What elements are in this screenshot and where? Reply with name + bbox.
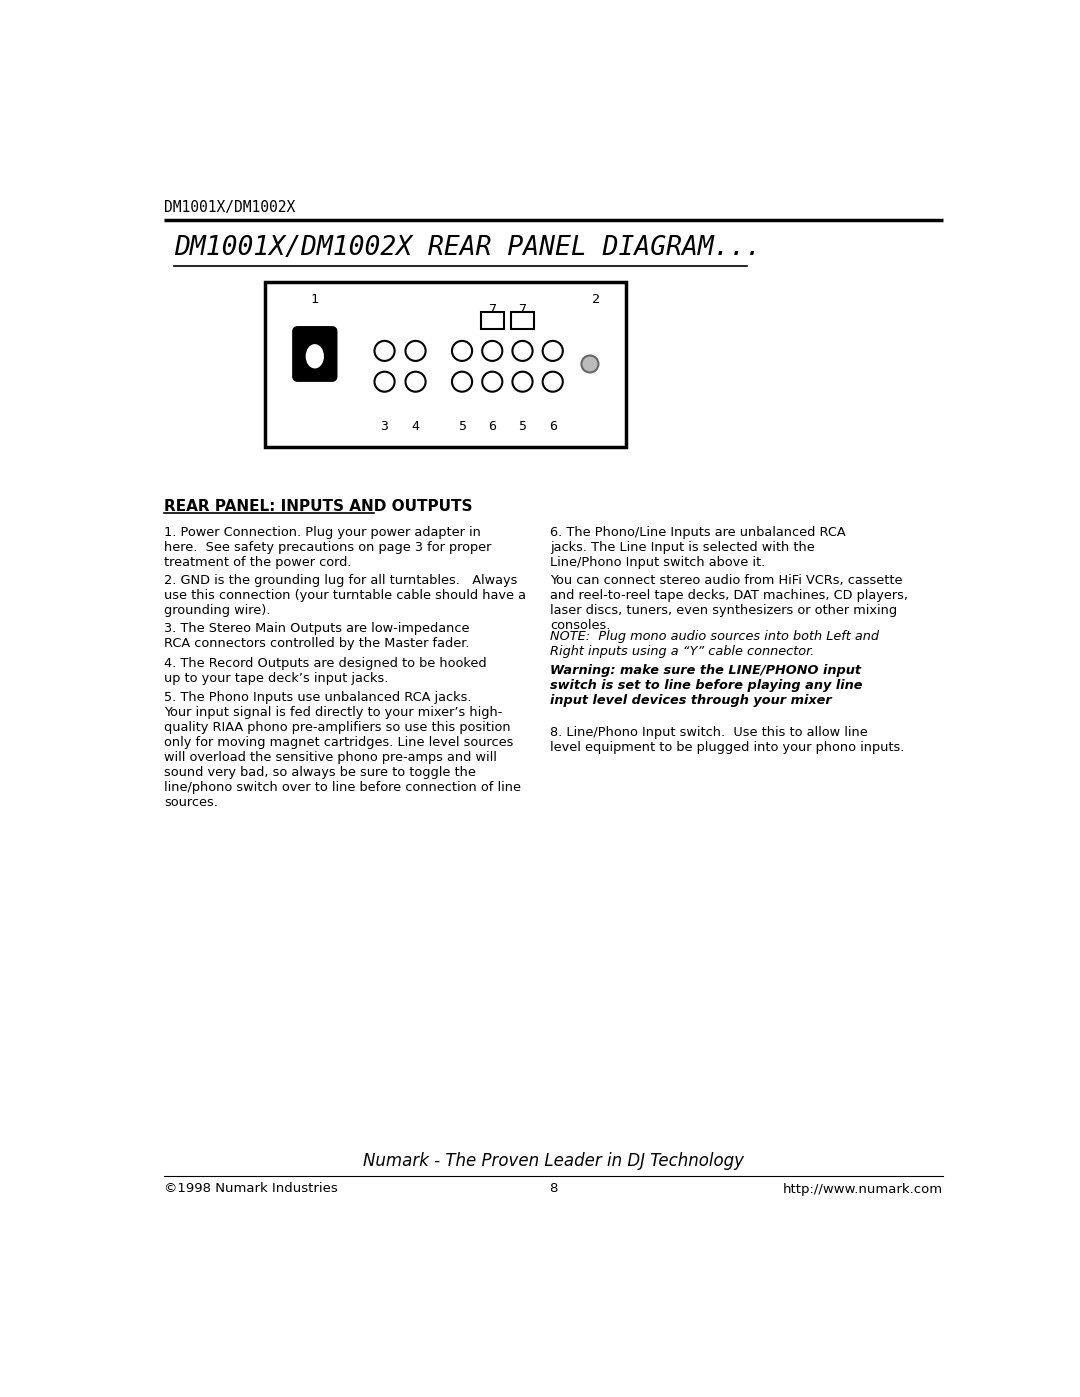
Text: 1. Power Connection. Plug your power adapter in
here.  See safety precautions on: 1. Power Connection. Plug your power ada… [164,527,491,570]
Circle shape [451,341,472,360]
FancyBboxPatch shape [294,328,336,380]
Circle shape [581,355,598,373]
Text: DM1001X/DM1002X: DM1001X/DM1002X [164,200,296,215]
Text: DM1001X/DM1002X REAR PANEL DIAGRAM...: DM1001X/DM1002X REAR PANEL DIAGRAM... [174,236,761,261]
Text: 8: 8 [550,1182,557,1196]
Text: http://www.numark.com: http://www.numark.com [782,1182,943,1196]
Circle shape [375,372,394,391]
Circle shape [512,372,532,391]
Text: 6: 6 [549,420,556,433]
Circle shape [542,341,563,360]
Text: ©1998 Numark Industries: ©1998 Numark Industries [164,1182,338,1196]
Circle shape [405,341,426,360]
Circle shape [482,372,502,391]
Circle shape [405,372,426,391]
Text: Warning: make sure the LINE/PHONO input
switch is set to line before playing any: Warning: make sure the LINE/PHONO input … [551,665,863,707]
Text: 1: 1 [311,293,319,306]
Circle shape [451,372,472,391]
Text: 3: 3 [380,420,389,433]
Text: 8. Line/Phono Input switch.  Use this to allow line
level equipment to be plugge: 8. Line/Phono Input switch. Use this to … [551,726,905,754]
Text: 5: 5 [458,420,467,433]
Text: 6: 6 [488,420,497,433]
Text: 7: 7 [518,303,527,316]
Ellipse shape [307,345,323,367]
Text: 4. The Record Outputs are designed to be hooked
up to your tape deck’s input jac: 4. The Record Outputs are designed to be… [164,657,487,685]
Text: Numark - The Proven Leader in DJ Technology: Numark - The Proven Leader in DJ Technol… [363,1151,744,1169]
Circle shape [482,341,502,360]
Text: 4: 4 [411,420,419,433]
Text: 6. The Phono/Line Inputs are unbalanced RCA
jacks. The Line Input is selected wi: 6. The Phono/Line Inputs are unbalanced … [551,527,846,570]
Text: NOTE:  Plug mono audio sources into both Left and
Right inputs using a “Y” cable: NOTE: Plug mono audio sources into both … [551,630,879,658]
Text: 5. The Phono Inputs use unbalanced RCA jacks.
Your input signal is fed directly : 5. The Phono Inputs use unbalanced RCA j… [164,692,522,809]
Circle shape [542,372,563,391]
Bar [481,312,504,328]
Circle shape [512,341,532,360]
Text: 2. GND is the grounding lug for all turntables.   Always
use this connection (yo: 2. GND is the grounding lug for all turn… [164,574,526,617]
Text: You can connect stereo audio from HiFi VCRs, cassette
and reel-to-reel tape deck: You can connect stereo audio from HiFi V… [551,574,908,633]
Text: 2: 2 [592,293,600,306]
Circle shape [375,341,394,360]
Text: REAR PANEL: INPUTS AND OUTPUTS: REAR PANEL: INPUTS AND OUTPUTS [164,499,473,514]
Text: 5: 5 [518,420,527,433]
Text: 3. The Stereo Main Outputs are low-impedance
RCA connectors controlled by the Ma: 3. The Stereo Main Outputs are low-imped… [164,622,470,650]
Bar [511,312,535,328]
Text: 7: 7 [488,303,497,316]
Bar [266,282,625,447]
